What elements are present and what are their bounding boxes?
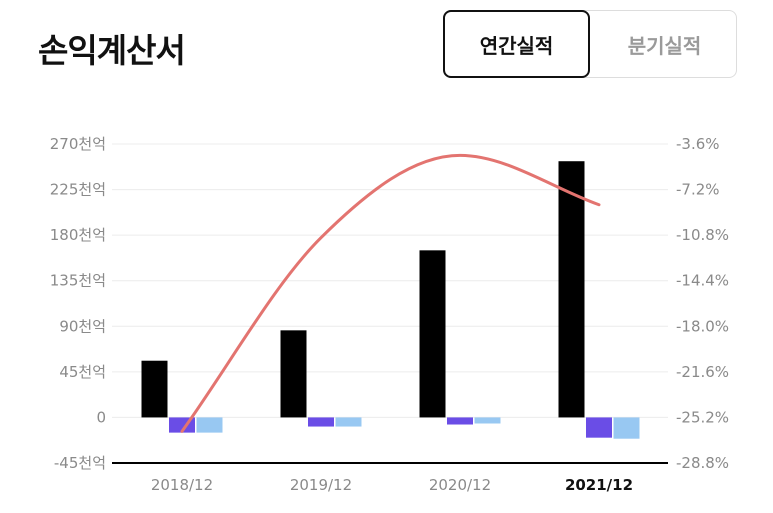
y-left-tick-label: 180천억 [50,226,106,244]
tab-quarterly[interactable]: 분기실적 [627,33,702,58]
bar [586,417,612,438]
bar [474,417,501,424]
bar [558,161,585,418]
x-tick-label: 2018/12 [151,476,213,494]
y-right-tick-label: -14.4% [676,272,729,290]
x-tick-label: 2020/12 [429,476,491,494]
y-left-tick-label: 270천억 [50,135,106,153]
bar [196,417,223,433]
y-right-tick-label: -10.8% [676,226,729,244]
x-tick-label: 2019/12 [290,476,352,494]
x-tick-label: 2021/12 [565,476,633,494]
y-left-tick-label: -45천억 [54,454,106,472]
series-line [180,153,601,433]
bar [335,417,362,427]
bar [141,360,168,418]
bar [613,417,640,439]
bar [419,250,446,418]
y-left-tick-label: 90천억 [59,317,106,335]
bar [447,417,473,425]
y-right-tick-label: -21.6% [676,363,729,381]
y-left-tick-label: 45천억 [59,363,106,381]
y-left-tick-label: 0 [96,408,106,426]
y-left-tick-label: 225천억 [50,181,106,199]
page-title: 손익계산서 [38,31,186,70]
period-tab-group: 연간실적 분기실적 [443,10,737,78]
bar [308,417,334,427]
y-right-tick-label: -3.6% [676,135,720,153]
y-right-tick-label: -25.2% [676,408,729,426]
y-right-tick-label: -7.2% [676,181,720,199]
y-right-tick-label: -18.0% [676,317,729,335]
tab-annual[interactable]: 연간실적 [443,10,590,78]
bar [280,330,307,418]
y-right-tick-label: -28.8% [676,454,729,472]
y-left-tick-label: 135천억 [50,272,106,290]
